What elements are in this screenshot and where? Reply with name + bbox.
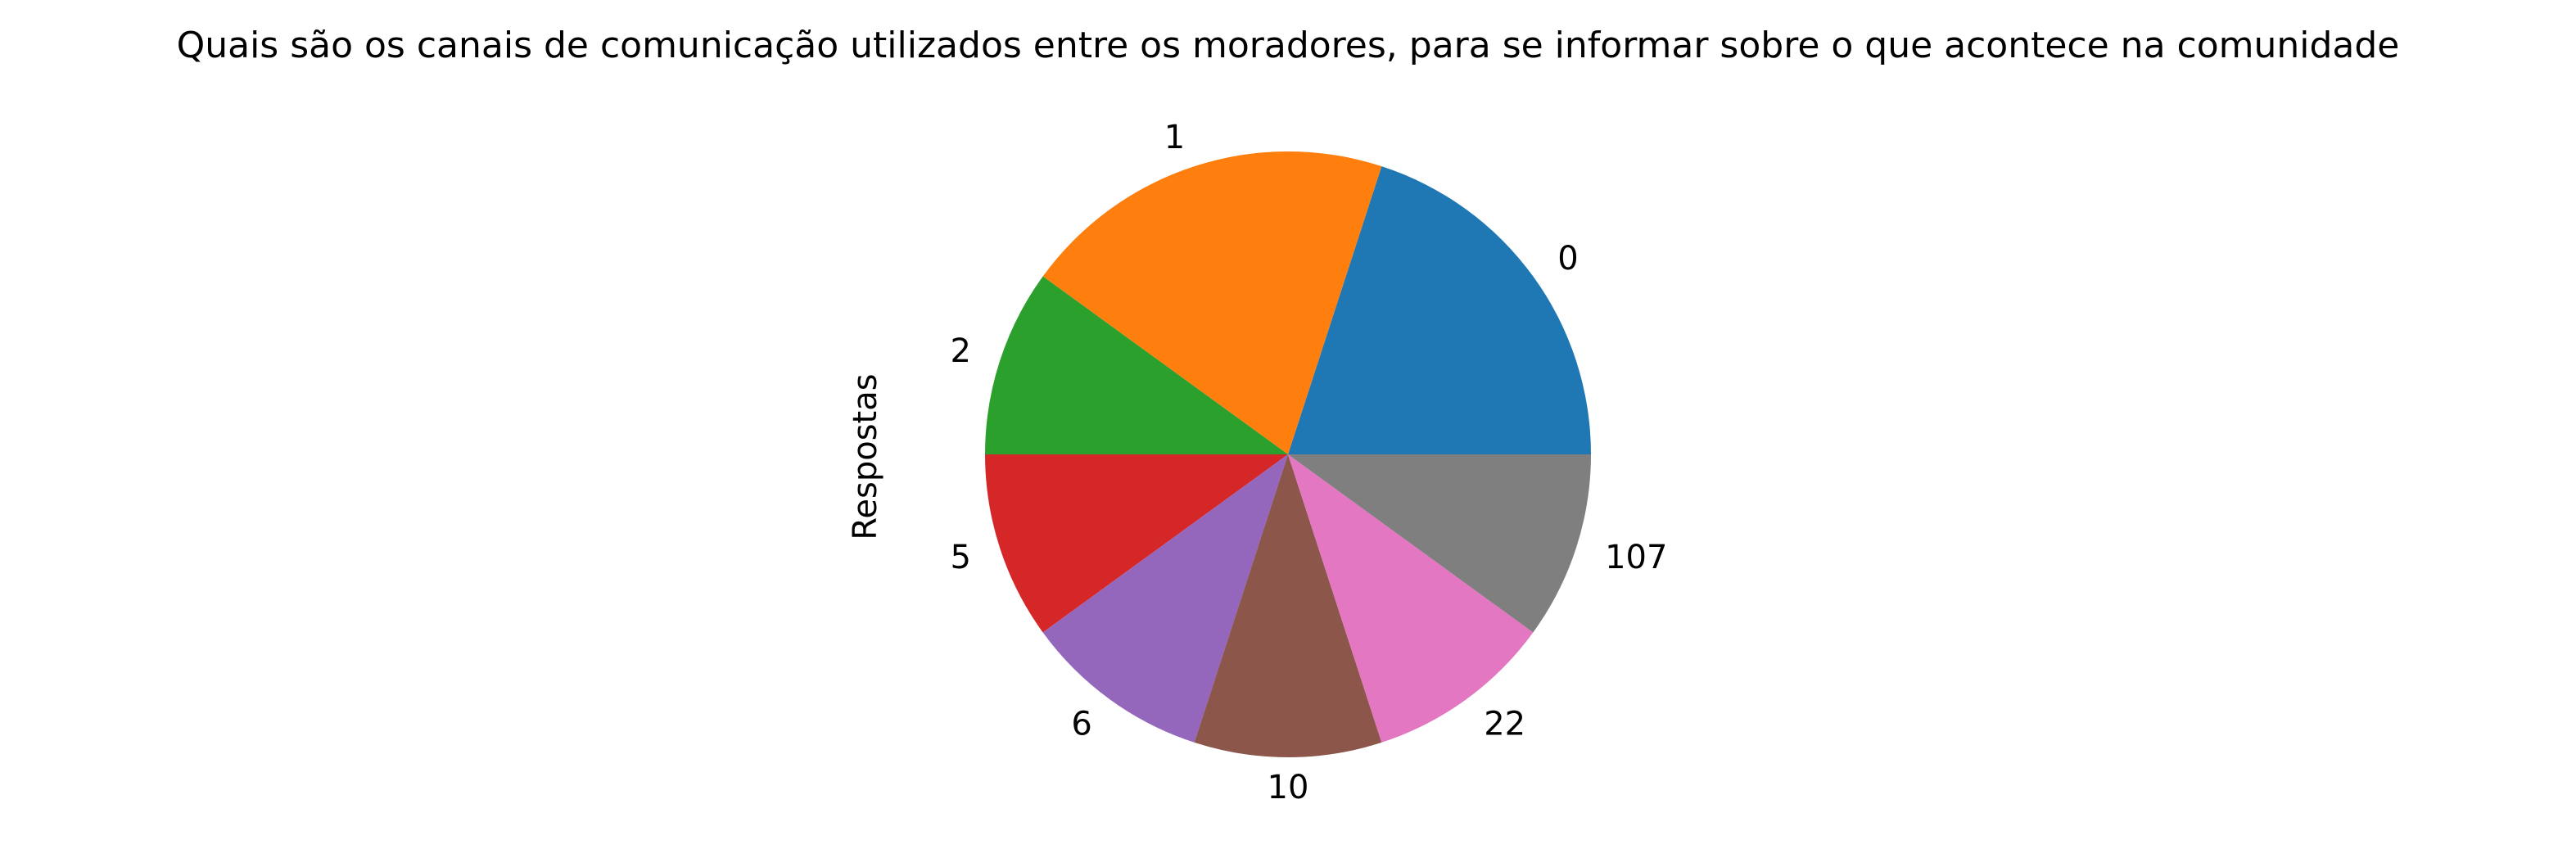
pie-slice-2 [985,276,1288,454]
pie-label-2: 2 [950,332,970,370]
pie-label-22: 22 [1484,705,1525,743]
pie-label-107: 107 [1605,539,1667,576]
chart-title: Quais são os canais de comunicação utili… [177,25,2400,66]
pie-slice-10 [1194,454,1382,757]
pie-slice-5 [985,454,1288,633]
pie-slice-1 [1042,151,1382,454]
pie-label-1: 1 [1164,119,1185,156]
y-axis-label: Respostas [847,373,884,540]
pie-slice-6 [1042,454,1288,743]
pie-slice-107 [1288,454,1591,633]
pie-slice-0 [1288,166,1591,455]
pie-slice-22 [1288,454,1534,743]
pie-label-0: 0 [1557,240,1578,278]
pie-labels: 0 1 2 5 6 10 22 107 [950,119,1667,806]
pie-slices [985,151,1591,757]
pie-label-10: 10 [1268,769,1309,806]
pie-label-5: 5 [950,539,970,576]
pie-label-6: 6 [1071,705,1091,743]
